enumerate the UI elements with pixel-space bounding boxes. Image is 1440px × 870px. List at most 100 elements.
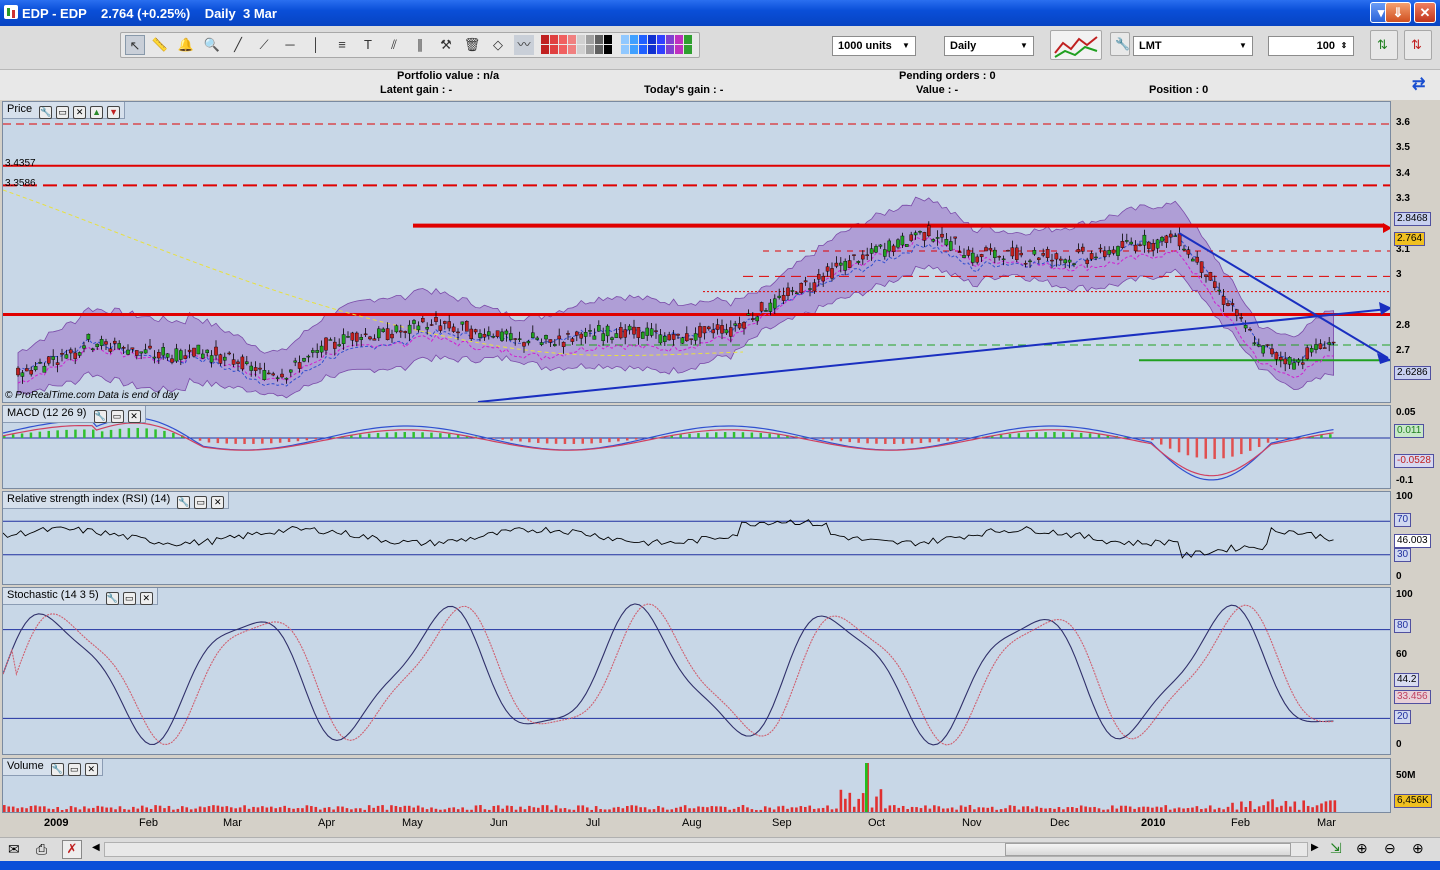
channel-icon[interactable]: ⫽ xyxy=(391,37,397,52)
rsi-panel[interactable]: Relative strength index (RSI) (14) 🔧 ▭ ✕ xyxy=(2,491,1391,585)
segment-tool-icon[interactable]: ⟋ xyxy=(259,37,269,52)
vertical-line-icon[interactable]: │ xyxy=(311,37,321,52)
candle-body xyxy=(42,365,47,373)
tools-icon[interactable]: ⚒ xyxy=(440,37,452,52)
candle-body xyxy=(359,337,364,340)
position-label[interactable]: Position : 0 xyxy=(1149,84,1209,96)
maximize-icon[interactable]: ▭ xyxy=(56,106,70,119)
cancel-icon[interactable]: ✗ xyxy=(62,840,82,859)
pending-orders[interactable]: Pending orders : 0 xyxy=(899,70,996,82)
color-palette[interactable] xyxy=(541,35,696,55)
macd-histogram-bar xyxy=(919,438,923,444)
trend-icon[interactable]: 〰 xyxy=(514,35,534,55)
maximize-icon[interactable]: ▭ xyxy=(67,763,81,776)
candle-body xyxy=(33,366,38,371)
scroll-left-icon[interactable]: ◀ xyxy=(92,842,100,853)
order-type-select[interactable]: LMT ▼ xyxy=(1133,36,1253,56)
horizontal-scrollbar[interactable] xyxy=(104,842,1308,857)
volume-bar xyxy=(1030,808,1034,812)
maximize-icon[interactable]: ▭ xyxy=(110,410,124,423)
buy-button[interactable]: ⇅ xyxy=(1370,30,1398,60)
palette-swatch xyxy=(675,35,683,44)
move-down-icon[interactable]: ▼ xyxy=(107,106,121,119)
rsi-panel-header: Relative strength index (RSI) (14) 🔧 ▭ ✕ xyxy=(3,492,230,509)
wrench-icon[interactable]: 🔧 xyxy=(105,592,119,605)
macd-histogram-bar xyxy=(519,438,522,442)
alarm-icon[interactable]: 🔔 xyxy=(177,37,195,52)
fibonacci-icon[interactable]: ≡ xyxy=(338,37,346,52)
close-icon[interactable]: ✕ xyxy=(127,410,141,423)
zoom-icon[interactable]: 🔍 xyxy=(203,37,221,52)
volume-bar xyxy=(78,809,82,812)
candle-body xyxy=(561,341,566,347)
swap-icon[interactable]: ⇄ xyxy=(1412,76,1426,93)
close-icon[interactable]: ✕ xyxy=(73,106,87,119)
candle-body xyxy=(957,251,962,253)
scrollbar-thumb[interactable] xyxy=(1005,843,1291,856)
candle-body xyxy=(619,327,623,339)
ruler-icon[interactable]: 📏 xyxy=(151,37,169,52)
stochastic-panel[interactable]: Stochastic (14 3 5) 🔧 ▭ ✕ xyxy=(2,587,1391,755)
wrench-icon[interactable]: 🔧 xyxy=(39,106,53,119)
volume-bar xyxy=(1293,801,1297,812)
zoom-in-icon[interactable]: ⊕ xyxy=(1412,840,1424,856)
close-icon[interactable]: ✕ xyxy=(84,763,98,776)
chart-style-button[interactable] xyxy=(1050,30,1102,60)
zoom-fit-icon[interactable]: ⊕ xyxy=(1356,840,1368,856)
macd-histogram-bar xyxy=(964,438,967,439)
wrench-icon[interactable]: 🔧 xyxy=(93,410,107,423)
print-icon[interactable]: ⎙ xyxy=(36,841,48,857)
volume-bar xyxy=(140,805,144,812)
volume-bar xyxy=(612,807,616,812)
volume-bar xyxy=(666,809,669,812)
menu-arrow-button[interactable]: ⇓ xyxy=(1385,2,1411,23)
parallel-lines-icon[interactable]: ∥ xyxy=(416,37,424,52)
wrench-icon[interactable]: 🔧 xyxy=(177,496,191,509)
candle-body xyxy=(729,327,733,337)
order-settings-icon[interactable]: 🔧 xyxy=(1110,32,1130,56)
triangle-icon[interactable]: ◇ xyxy=(493,37,503,52)
wrench-icon[interactable]: 🔧 xyxy=(50,763,64,776)
candle-body xyxy=(1032,250,1037,255)
trash-icon[interactable]: 🗑 xyxy=(463,37,481,52)
macd-histogram-bar xyxy=(910,438,914,444)
volume-bar xyxy=(421,807,424,812)
candle-body xyxy=(1173,235,1177,237)
candle-body xyxy=(636,327,641,338)
close-icon[interactable]: ✕ xyxy=(211,496,225,509)
candle-body xyxy=(244,361,249,364)
candle-body xyxy=(438,325,443,331)
sell-button[interactable]: ⇅ xyxy=(1404,30,1432,60)
move-up-icon[interactable]: ▲ xyxy=(90,106,104,119)
volume-bar xyxy=(56,806,59,812)
maximize-icon[interactable]: ▭ xyxy=(122,592,136,605)
units-select[interactable]: 1000 units ▼ xyxy=(832,36,916,56)
zoom-out-icon[interactable]: ⊖ xyxy=(1384,840,1396,856)
candle-body xyxy=(711,329,715,334)
volume-bar xyxy=(768,807,771,812)
close-icon[interactable]: ✕ xyxy=(139,592,153,605)
macd-histogram-bar xyxy=(118,428,122,438)
macd-panel[interactable]: MACD (12 26 9) 🔧 ▭ ✕ xyxy=(2,405,1391,489)
candle-body xyxy=(1261,345,1265,354)
mail-icon[interactable]: ✉ xyxy=(8,841,20,857)
volume-bar xyxy=(256,807,260,812)
close-button[interactable]: ✕ xyxy=(1414,2,1436,23)
candle-body xyxy=(566,333,570,335)
scroll-right-icon[interactable]: ▶ xyxy=(1311,842,1319,853)
line-tool-icon[interactable]: ╱ xyxy=(234,37,242,52)
pointer-icon[interactable]: ↖ xyxy=(125,35,145,55)
macd-histogram-bar xyxy=(999,434,1003,438)
volume-panel[interactable]: Volume 🔧 ▭ ✕ xyxy=(2,758,1391,813)
period-select[interactable]: Daily ▼ xyxy=(944,36,1034,56)
stepper-arrows-icon[interactable]: ⇕ xyxy=(1340,41,1348,50)
maximize-icon[interactable]: ▭ xyxy=(194,496,208,509)
price-panel[interactable]: Price 🔧 ▭ ✕ ▲ ▼ 3.4357 3.3586 © ProRealTime.… xyxy=(2,101,1391,403)
quantity-stepper[interactable]: 100 ⇕ xyxy=(1268,36,1354,56)
text-tool-icon[interactable]: T xyxy=(364,37,372,52)
horizontal-line-icon[interactable]: ─ xyxy=(285,37,295,52)
candle-body xyxy=(940,233,944,238)
candle-body xyxy=(825,266,830,272)
volume-bar xyxy=(1253,809,1257,812)
auto-scale-icon[interactable]: ⇲ xyxy=(1330,840,1342,856)
